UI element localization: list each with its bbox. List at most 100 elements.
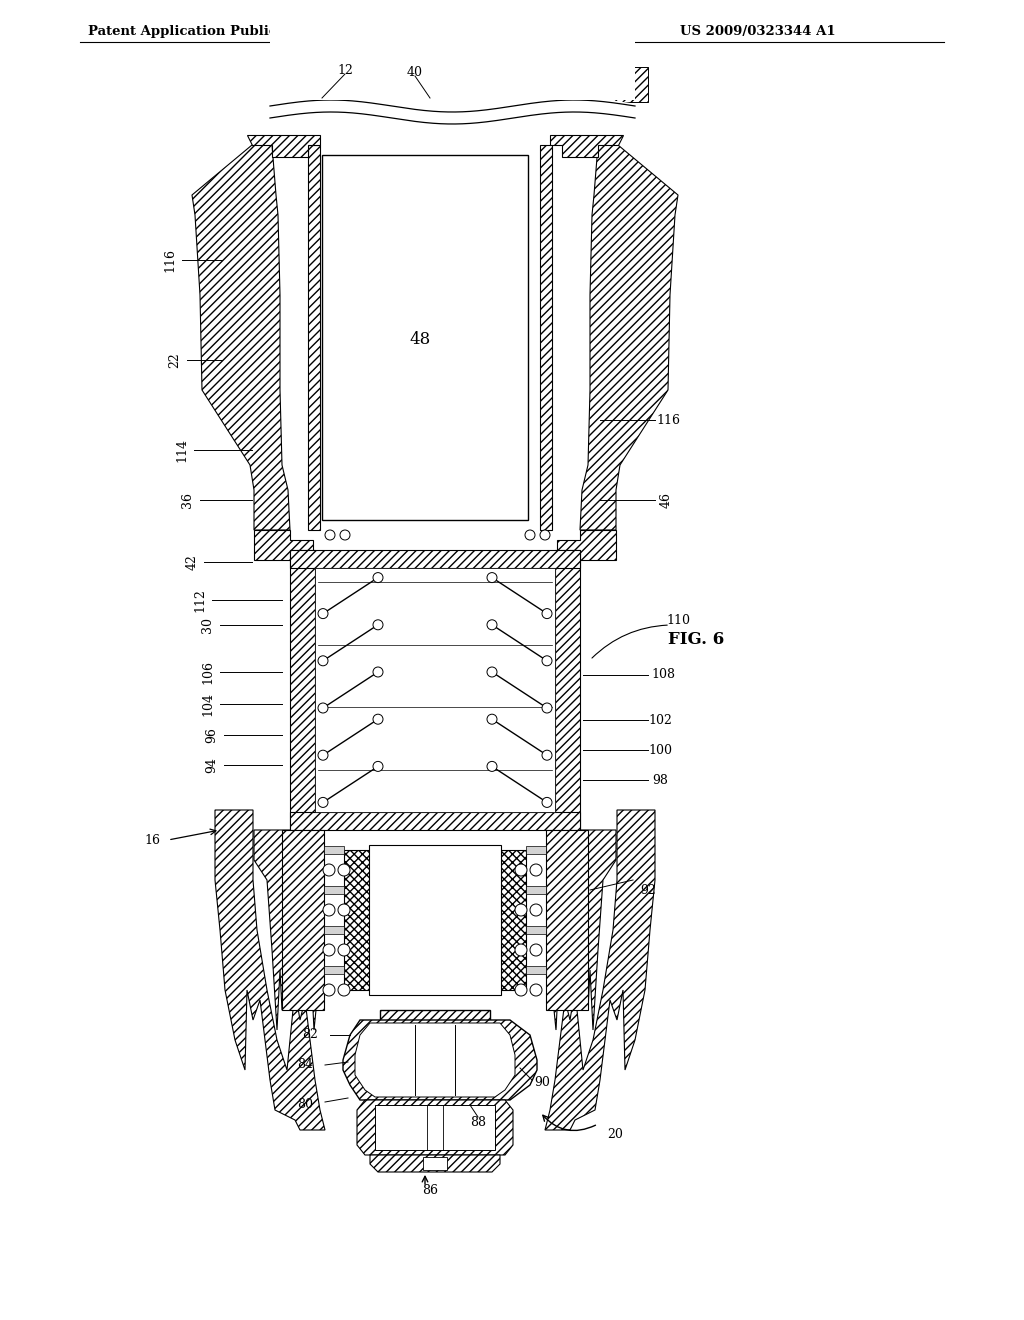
Polygon shape (254, 830, 322, 1030)
Bar (600, 67, 648, 102)
Circle shape (525, 531, 535, 540)
Text: US 2009/0323344 A1: US 2009/0323344 A1 (680, 25, 836, 38)
Bar (546, 830, 588, 1010)
Bar (526, 886, 546, 894)
Circle shape (318, 656, 328, 665)
Circle shape (338, 944, 350, 956)
Circle shape (530, 865, 542, 876)
Circle shape (530, 983, 542, 997)
Circle shape (515, 944, 527, 956)
Text: Dec. 31, 2009   Sheet 4 of 9: Dec. 31, 2009 Sheet 4 of 9 (355, 25, 559, 38)
Bar (380, 1010, 490, 1049)
Circle shape (530, 944, 542, 956)
Polygon shape (254, 531, 313, 560)
Circle shape (373, 620, 383, 630)
Text: 116: 116 (656, 413, 680, 426)
Text: 100: 100 (648, 743, 672, 756)
Bar (526, 846, 546, 854)
Text: 16: 16 (144, 833, 160, 846)
Polygon shape (540, 145, 552, 531)
Circle shape (373, 667, 383, 677)
Circle shape (373, 762, 383, 771)
Polygon shape (357, 1100, 513, 1155)
Circle shape (542, 797, 552, 808)
Text: 114: 114 (175, 438, 188, 462)
Circle shape (542, 750, 552, 760)
Circle shape (338, 983, 350, 997)
Text: FIG. 6: FIG. 6 (668, 631, 724, 648)
Circle shape (487, 714, 497, 725)
Text: 102: 102 (648, 714, 672, 726)
Circle shape (323, 904, 335, 916)
Polygon shape (247, 135, 319, 157)
Bar (369, 845, 501, 995)
Bar (290, 812, 580, 830)
Text: 22: 22 (169, 352, 181, 368)
Bar (344, 850, 526, 990)
Circle shape (542, 656, 552, 665)
Circle shape (540, 531, 550, 540)
Text: 46: 46 (659, 492, 673, 508)
Text: 40: 40 (407, 66, 423, 78)
Text: 94: 94 (206, 758, 218, 774)
Circle shape (323, 944, 335, 956)
Circle shape (318, 704, 328, 713)
Text: 86: 86 (422, 1184, 438, 1196)
Text: 104: 104 (202, 692, 214, 715)
Circle shape (542, 704, 552, 713)
Bar (322, 154, 528, 520)
Bar (423, 1158, 447, 1170)
Circle shape (338, 904, 350, 916)
Circle shape (487, 762, 497, 771)
Polygon shape (355, 1023, 515, 1097)
Bar (540, 67, 552, 102)
Bar (308, 67, 319, 102)
Circle shape (487, 667, 497, 677)
Text: 96: 96 (206, 727, 218, 743)
Text: 80: 80 (297, 1098, 313, 1111)
Circle shape (373, 714, 383, 725)
Polygon shape (193, 145, 290, 531)
Circle shape (318, 750, 328, 760)
Bar (324, 886, 344, 894)
Text: 116: 116 (164, 248, 176, 272)
Bar (526, 966, 546, 974)
Polygon shape (580, 145, 678, 531)
Bar (526, 927, 546, 935)
Polygon shape (215, 810, 325, 1130)
Polygon shape (557, 531, 616, 560)
Circle shape (323, 983, 335, 997)
Bar (270, 0, 635, 100)
Circle shape (487, 620, 497, 630)
Text: 30: 30 (202, 616, 214, 634)
Circle shape (542, 609, 552, 619)
Text: 92: 92 (640, 883, 656, 896)
Circle shape (373, 573, 383, 582)
Circle shape (515, 904, 527, 916)
Polygon shape (308, 145, 319, 531)
Circle shape (515, 983, 527, 997)
Bar (324, 966, 344, 974)
Circle shape (318, 797, 328, 808)
Bar (290, 550, 315, 830)
Text: 36: 36 (181, 492, 195, 508)
Text: Patent Application Publication: Patent Application Publication (88, 25, 314, 38)
Circle shape (487, 573, 497, 582)
Circle shape (338, 865, 350, 876)
Bar (324, 927, 344, 935)
Text: 108: 108 (651, 668, 675, 681)
Text: 112: 112 (194, 589, 207, 612)
Circle shape (323, 865, 335, 876)
Circle shape (340, 531, 350, 540)
Bar (375, 1105, 495, 1150)
Text: 12: 12 (337, 63, 353, 77)
Text: 84: 84 (297, 1059, 313, 1072)
Circle shape (515, 865, 527, 876)
Polygon shape (545, 810, 655, 1130)
Text: 88: 88 (470, 1115, 486, 1129)
Text: 82: 82 (302, 1028, 317, 1041)
Bar (324, 846, 344, 854)
Polygon shape (548, 830, 616, 1030)
Text: 42: 42 (185, 554, 199, 570)
Text: 106: 106 (202, 660, 214, 684)
